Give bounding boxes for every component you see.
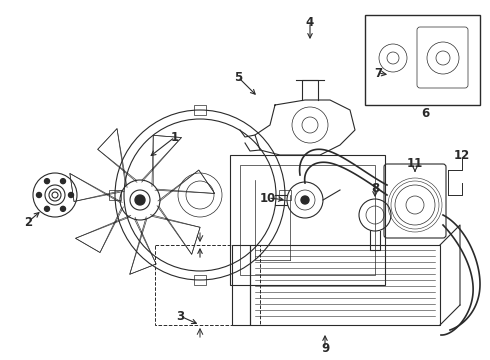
Bar [250, 245, 440, 325]
Bar [230, 155, 385, 285]
Text: 3: 3 [176, 310, 184, 323]
Bar [155, 245, 260, 325]
Text: 4: 4 [306, 15, 314, 28]
Circle shape [45, 179, 49, 184]
Circle shape [301, 196, 309, 204]
Text: 11: 11 [407, 157, 423, 170]
Bar [240, 165, 375, 275]
Text: 7: 7 [374, 67, 382, 80]
Text: 9: 9 [321, 342, 329, 355]
Circle shape [135, 195, 145, 205]
Circle shape [60, 206, 66, 211]
Text: 6: 6 [421, 107, 429, 120]
Bar [365, 15, 480, 105]
Circle shape [45, 206, 49, 211]
Text: 2: 2 [24, 216, 32, 229]
Circle shape [69, 193, 74, 198]
Text: 1: 1 [171, 131, 179, 144]
Bar [194, 275, 206, 285]
Bar [279, 190, 291, 200]
Circle shape [60, 179, 66, 184]
Text: 8: 8 [371, 181, 379, 194]
Bar [109, 190, 121, 200]
Text: 10: 10 [260, 192, 276, 204]
Text: 5: 5 [234, 71, 242, 84]
Bar [194, 105, 206, 115]
Text: 12: 12 [454, 149, 470, 162]
Bar [232, 245, 250, 325]
Circle shape [36, 193, 42, 198]
